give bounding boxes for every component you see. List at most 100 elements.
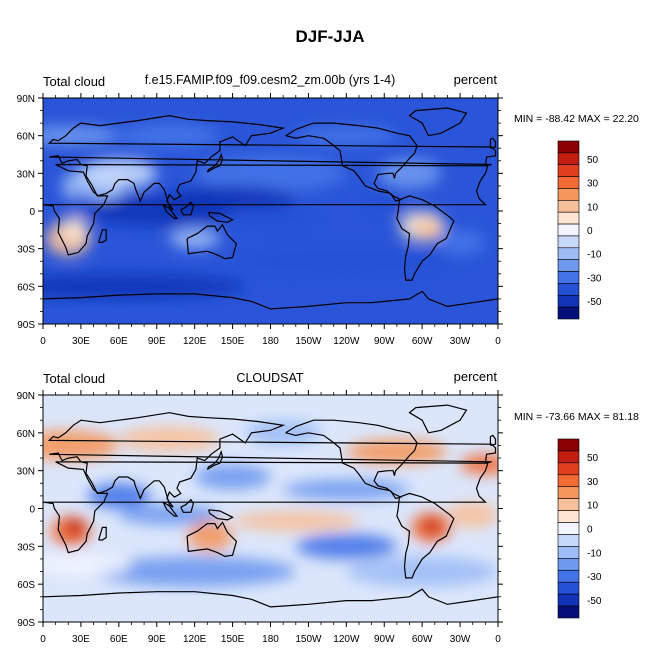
field-region <box>169 185 296 211</box>
x-tick-label: 60W <box>412 336 433 347</box>
y-tick-label: 0 <box>29 207 35 218</box>
colorbar-swatch <box>557 271 580 284</box>
y-tick-label: 60S <box>17 282 35 293</box>
colorbar-swatch <box>557 450 580 464</box>
colorbar-swatch <box>557 510 580 523</box>
colorbar-label: 50 <box>587 453 599 464</box>
field-region <box>194 154 347 193</box>
colorbar-label: -50 <box>587 596 602 607</box>
colorbar-label: 30 <box>587 477 599 488</box>
field-region <box>346 556 498 587</box>
x-tick-label: 90W <box>374 634 395 645</box>
field-region <box>43 430 119 461</box>
x-tick-label: 90W <box>374 336 395 347</box>
colorbar-swatch <box>557 605 580 619</box>
field-region <box>169 228 220 249</box>
x-tick-label: 120W <box>333 336 360 347</box>
x-tick-label: 120E <box>183 336 207 347</box>
x-tick-label: 120E <box>183 634 207 645</box>
coastline <box>47 114 497 211</box>
colorbar-label: 10 <box>587 501 599 512</box>
field-region <box>43 273 246 299</box>
coastline <box>162 204 179 220</box>
x-tick-label: 60E <box>110 336 128 347</box>
coastline <box>98 229 107 243</box>
y-tick-label: 30S <box>17 542 35 553</box>
y-tick-label: 90S <box>17 320 35 331</box>
colorbar-label: -30 <box>587 572 602 583</box>
colorbar-swatch <box>557 546 580 559</box>
y-tick-label: 60N <box>17 429 35 440</box>
colorbar-label: 50 <box>587 155 599 166</box>
coastline <box>206 152 224 173</box>
x-tick-label: 150E <box>221 634 245 645</box>
field-region <box>245 420 322 446</box>
x-tick-label: 30E <box>72 336 90 347</box>
colorbar-swatch <box>557 200 580 213</box>
y-tick-label: 30S <box>17 245 35 256</box>
colorbar-swatch <box>557 581 580 595</box>
field-region <box>64 518 85 537</box>
x-tick-label: 150W <box>295 634 322 645</box>
y-tick-label: 0 <box>29 505 35 516</box>
colorbar-label: 0 <box>587 226 593 237</box>
x-tick-label: 30W <box>450 634 471 645</box>
y-tick-label: 90N <box>17 391 35 402</box>
coastline <box>98 526 107 541</box>
colorbar-swatch <box>557 306 580 320</box>
colorbar-swatch <box>557 294 580 308</box>
colorbar-label: -30 <box>587 273 602 284</box>
field-region <box>61 217 88 243</box>
coastline <box>47 412 497 508</box>
colorbar-swatch <box>557 522 580 535</box>
field-region <box>232 511 359 532</box>
coastline <box>489 137 497 149</box>
field-region <box>80 158 157 189</box>
colorbar-swatch <box>557 140 580 154</box>
x-tick-label: 0 <box>40 336 46 347</box>
field-region <box>118 123 220 149</box>
panel1-stats: MIN = -88.42 MAX = 22.20 <box>514 113 639 125</box>
x-tick-label: 60E <box>110 634 128 645</box>
colorbar-swatch <box>557 534 580 547</box>
coastline <box>186 223 238 260</box>
field-region <box>295 533 397 559</box>
field-region <box>346 439 448 465</box>
coastline <box>206 449 224 470</box>
x-tick-label: 120W <box>333 634 360 645</box>
coastline <box>43 163 489 256</box>
colorbar-swatch <box>557 223 580 237</box>
x-tick-label: 0 <box>495 634 501 645</box>
y-tick-label: 60S <box>17 580 35 591</box>
figure-title: DJF-JJA <box>296 27 365 46</box>
field-region <box>93 556 296 587</box>
panel1-right-label: percent <box>454 72 498 87</box>
panel1-colorbar: 50 30 10 0 -10 -30 -50 <box>557 140 602 320</box>
panel2-stats: MIN = -73.66 MAX = 81.18 <box>514 411 639 423</box>
panel2-map <box>43 395 498 622</box>
y-tick-label: 30N <box>17 169 35 180</box>
colorbar-label: -10 <box>587 250 602 261</box>
coastline <box>43 588 498 608</box>
field-region <box>415 219 442 240</box>
field-region <box>447 502 498 528</box>
colorbar-swatch <box>557 176 580 189</box>
coastline <box>408 404 468 434</box>
coastline <box>489 434 497 446</box>
coastline <box>408 107 468 137</box>
x-tick-label: 0 <box>40 634 46 645</box>
x-tick-label: 150E <box>221 336 245 347</box>
field-region <box>219 207 322 228</box>
panel1-left-label: Total cloud <box>43 74 105 89</box>
x-tick-label: 60W <box>412 634 433 645</box>
colorbar-swatch <box>557 593 580 607</box>
field-region <box>118 504 220 525</box>
x-tick-label: 0 <box>495 336 501 347</box>
colorbar-swatch <box>557 462 580 476</box>
coastline <box>180 498 195 513</box>
colorbar-swatch <box>557 211 580 225</box>
coastline <box>396 492 455 579</box>
colorbar-swatch <box>557 152 580 166</box>
x-tick-label: 90E <box>148 634 166 645</box>
